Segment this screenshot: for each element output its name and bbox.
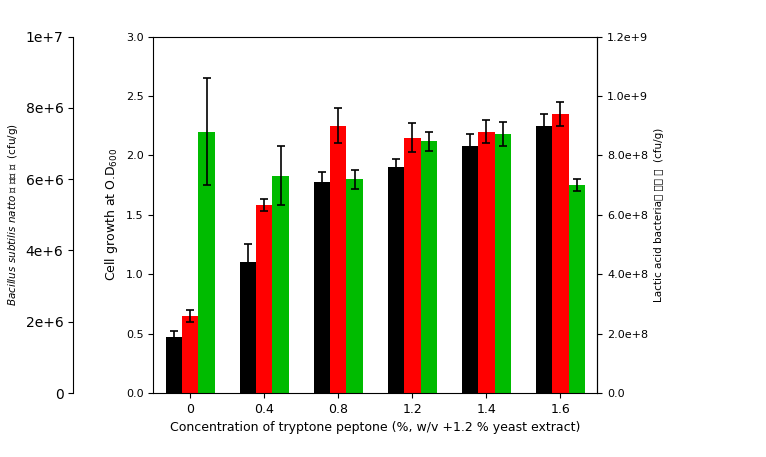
Y-axis label: Lactic acid bacteria의 균체 수  (cfu/g): Lactic acid bacteria의 균체 수 (cfu/g): [654, 128, 664, 302]
X-axis label: Concentration of tryptone peptone (%, w/v +1.2 % yeast extract): Concentration of tryptone peptone (%, w/…: [170, 421, 581, 434]
Bar: [404, 138, 421, 393]
Y-axis label: $\it{Bacillus\ subtilis}$ $\it{natto}$ 의 균체 수  (cfu/g): $\it{Bacillus\ subtilis}$ $\it{natto}$ 의…: [6, 123, 20, 306]
Bar: [256, 205, 273, 393]
Bar: [568, 185, 585, 393]
Bar: [421, 141, 437, 393]
Bar: [165, 337, 182, 393]
Bar: [330, 126, 346, 393]
Bar: [388, 167, 404, 393]
Bar: [273, 175, 289, 393]
Bar: [314, 181, 330, 393]
Bar: [346, 179, 363, 393]
Bar: [478, 132, 495, 393]
Bar: [462, 146, 478, 393]
Bar: [240, 262, 256, 393]
Y-axis label: Cell growth at O.D$_{600}$: Cell growth at O.D$_{600}$: [103, 148, 120, 282]
Bar: [182, 316, 198, 393]
Bar: [198, 132, 214, 393]
Bar: [495, 134, 511, 393]
Bar: [536, 126, 552, 393]
Bar: [552, 114, 568, 393]
